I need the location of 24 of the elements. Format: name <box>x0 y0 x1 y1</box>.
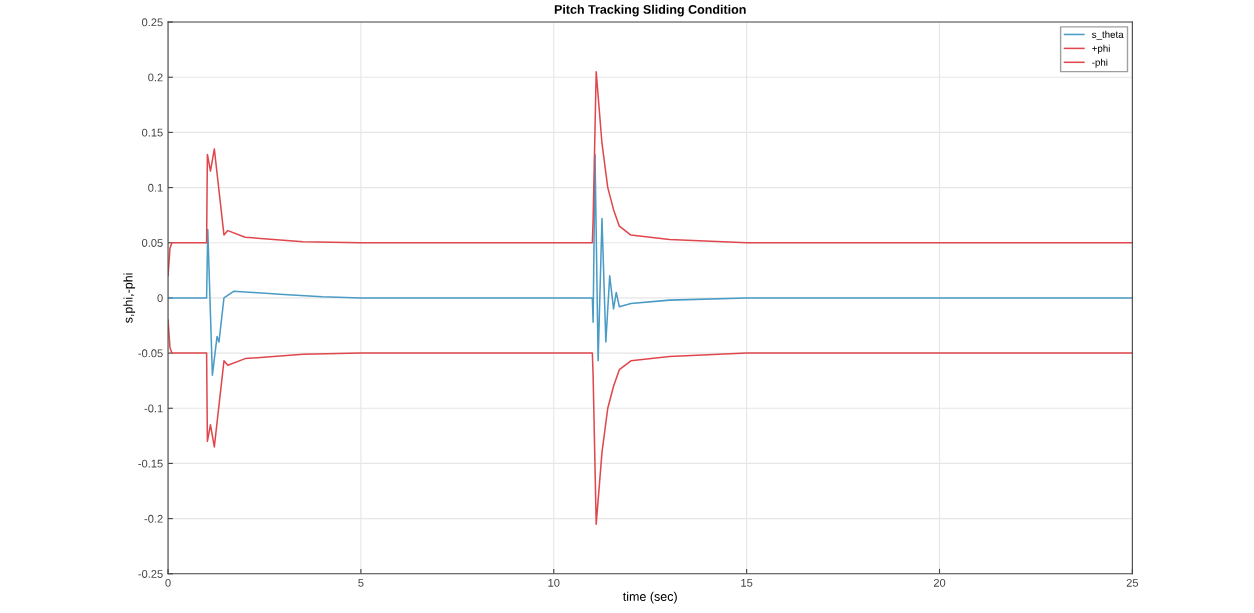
y-tick-label: -0.2 <box>144 514 163 523</box>
y-tick-label: -0.05 <box>138 349 163 358</box>
y-tick-label: 0.05 <box>141 239 163 247</box>
y-tick-label: -0.15 <box>138 459 163 468</box>
x-tick-label: 10 <box>548 578 560 587</box>
y-tick-label: 0.2 <box>148 73 163 82</box>
y-tick-label: 0.25 <box>141 18 163 27</box>
y-tick-label: -0.1 <box>144 404 163 413</box>
y-tick-label: 0 <box>157 294 163 303</box>
chart-title: Pitch Tracking Sliding Condition <box>554 4 746 17</box>
y-axis-title: s,phi,-phi <box>123 273 136 323</box>
x-tick-label: 20 <box>933 578 946 587</box>
legend-label: -phi <box>1092 58 1108 68</box>
legend-label: +phi <box>1092 44 1110 54</box>
legend-label: s_theta <box>1091 30 1124 40</box>
x-tick-label: 25 <box>1126 578 1139 587</box>
line-series <box>168 153 1133 376</box>
y-tick-label: -0.25 <box>138 570 163 578</box>
x-tick-label: 15 <box>741 579 753 587</box>
y-tick-label: 0.1 <box>148 183 163 192</box>
x-tick-label: 5 <box>358 579 364 587</box>
x-tick-label: 0 <box>165 578 171 587</box>
y-tick-label: 0.15 <box>141 128 163 137</box>
x-axis-title: time (sec) <box>622 591 677 604</box>
